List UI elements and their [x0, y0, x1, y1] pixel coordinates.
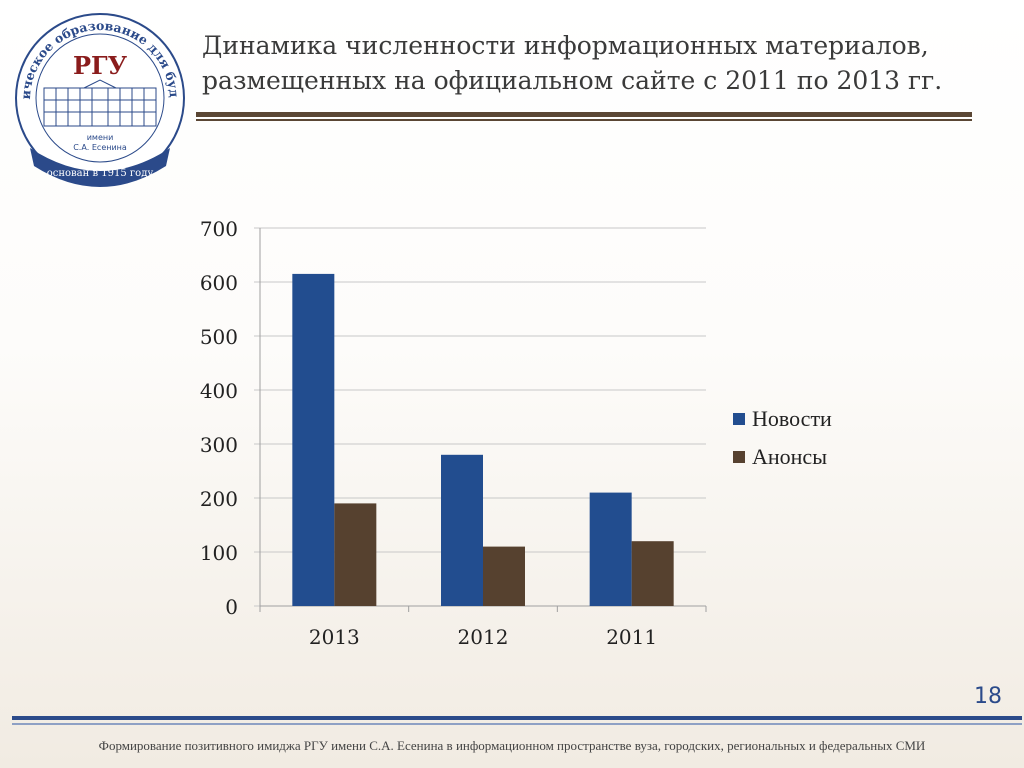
chart-legend: Новости Анонсы	[733, 400, 832, 476]
y-tick-label: 300	[200, 433, 238, 457]
legend-item: Анонсы	[733, 438, 832, 476]
logo-sub2: С.А. Есенина	[73, 143, 127, 152]
footer-text: Формирование позитивного имиджа РГУ имен…	[98, 738, 926, 753]
y-tick-label: 200	[200, 487, 238, 511]
title-rule	[196, 112, 972, 121]
bar-Анонсы-2013	[334, 503, 377, 606]
bar-Новости-2012	[441, 454, 483, 606]
page-number: 18	[974, 684, 1002, 709]
legend-item: Новости	[733, 400, 832, 438]
building-icon	[43, 79, 157, 127]
y-tick-label: 400	[200, 379, 238, 403]
slide-title: Динамика численности информационных мате…	[202, 28, 1002, 98]
bar-Новости-2011	[589, 492, 632, 606]
legend-label: Новости	[752, 406, 832, 431]
x-tick-label: 2013	[309, 625, 360, 649]
y-tick-label: 0	[225, 595, 238, 619]
bar-Новости-2013	[292, 273, 335, 606]
logo-ribbon-text: основан в 1915 году	[47, 168, 154, 179]
bar-Анонсы-2012	[483, 546, 525, 606]
legend-label: Анонсы	[752, 444, 827, 469]
logo-sub1: имени	[87, 133, 114, 142]
y-tick-label: 100	[200, 541, 238, 565]
university-logo: Классическое образование для будущего РГ…	[10, 8, 185, 187]
footer-rule	[12, 716, 1022, 725]
slide-title-line1: Динамика численности информационных мате…	[202, 31, 929, 60]
bar-Анонсы-2011	[631, 541, 674, 606]
x-tick-label: 2011	[606, 625, 657, 649]
legend-swatch	[733, 451, 745, 463]
y-tick-label: 500	[200, 325, 238, 349]
legend-swatch	[733, 413, 745, 425]
slide-title-line2: размещенных на официальном сайте с 2011 …	[202, 66, 943, 95]
bar-chart: 0 100 200 300 400 500 600 700 2013 2012 2011	[200, 217, 707, 649]
logo-ribbon	[30, 148, 170, 187]
y-tick-label: 700	[200, 217, 238, 241]
y-tick-label: 600	[200, 271, 238, 295]
logo-name: РГУ	[73, 51, 128, 80]
x-tick-label: 2012	[458, 625, 509, 649]
